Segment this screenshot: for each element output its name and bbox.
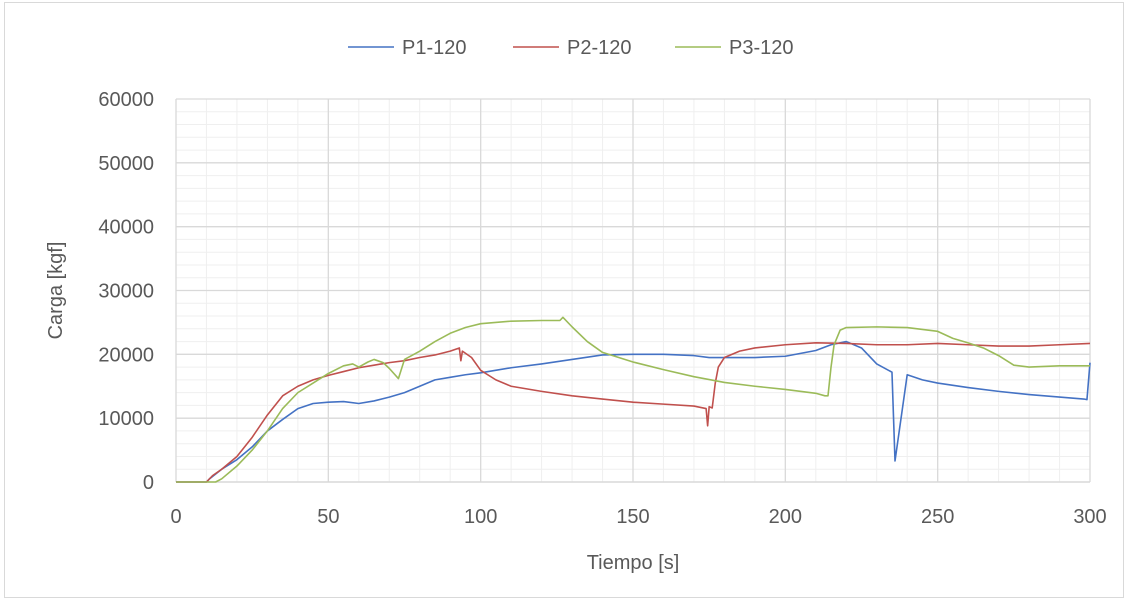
y-tick-label: 0 (143, 472, 154, 494)
y-tick-label: 60000 (98, 89, 154, 111)
legend: P1-120 P2-120 P3-120 (348, 37, 794, 59)
y-tick-label: 10000 (98, 408, 154, 430)
x-tick-label: 100 (464, 506, 497, 528)
series-line-p2-120 (176, 342, 1091, 483)
series-line-p1-120 (176, 340, 1091, 483)
series-lines (176, 316, 1091, 483)
line-chart: 0 50 100 150 200 250 300 0 10000 20000 30000 40000… (45, 37, 1107, 574)
x-tick-label: 200 (769, 506, 802, 528)
x-axis-title: Tiempo [s] (587, 552, 680, 574)
x-tick-label: 50 (317, 506, 339, 528)
y-axis-title: Carga [kgf] (45, 242, 67, 340)
y-tick-label: 50000 (98, 153, 154, 175)
series-line-p3-120 (176, 316, 1090, 483)
x-tick-label: 150 (616, 506, 649, 528)
major-gridlines (175, 98, 1091, 482)
x-tick-label: 0 (170, 506, 181, 528)
x-axis-tick-labels: 0 50 100 150 200 250 300 (170, 506, 1106, 528)
y-axis-tick-labels: 0 10000 20000 30000 40000 50000 60000 (98, 89, 154, 494)
y-tick-label: 30000 (98, 281, 154, 303)
y-tick-label: 40000 (98, 217, 154, 239)
x-tick-label: 300 (1073, 506, 1106, 528)
legend-label-p2-120: P2-120 (567, 37, 632, 59)
x-tick-label: 250 (921, 506, 954, 528)
legend-label-p1-120: P1-120 (402, 37, 467, 59)
y-tick-label: 20000 (98, 344, 154, 366)
chart-frame: 0 50 100 150 200 250 300 0 10000 20000 30000 40000… (4, 2, 1124, 598)
legend-label-p3-120: P3-120 (729, 37, 794, 59)
